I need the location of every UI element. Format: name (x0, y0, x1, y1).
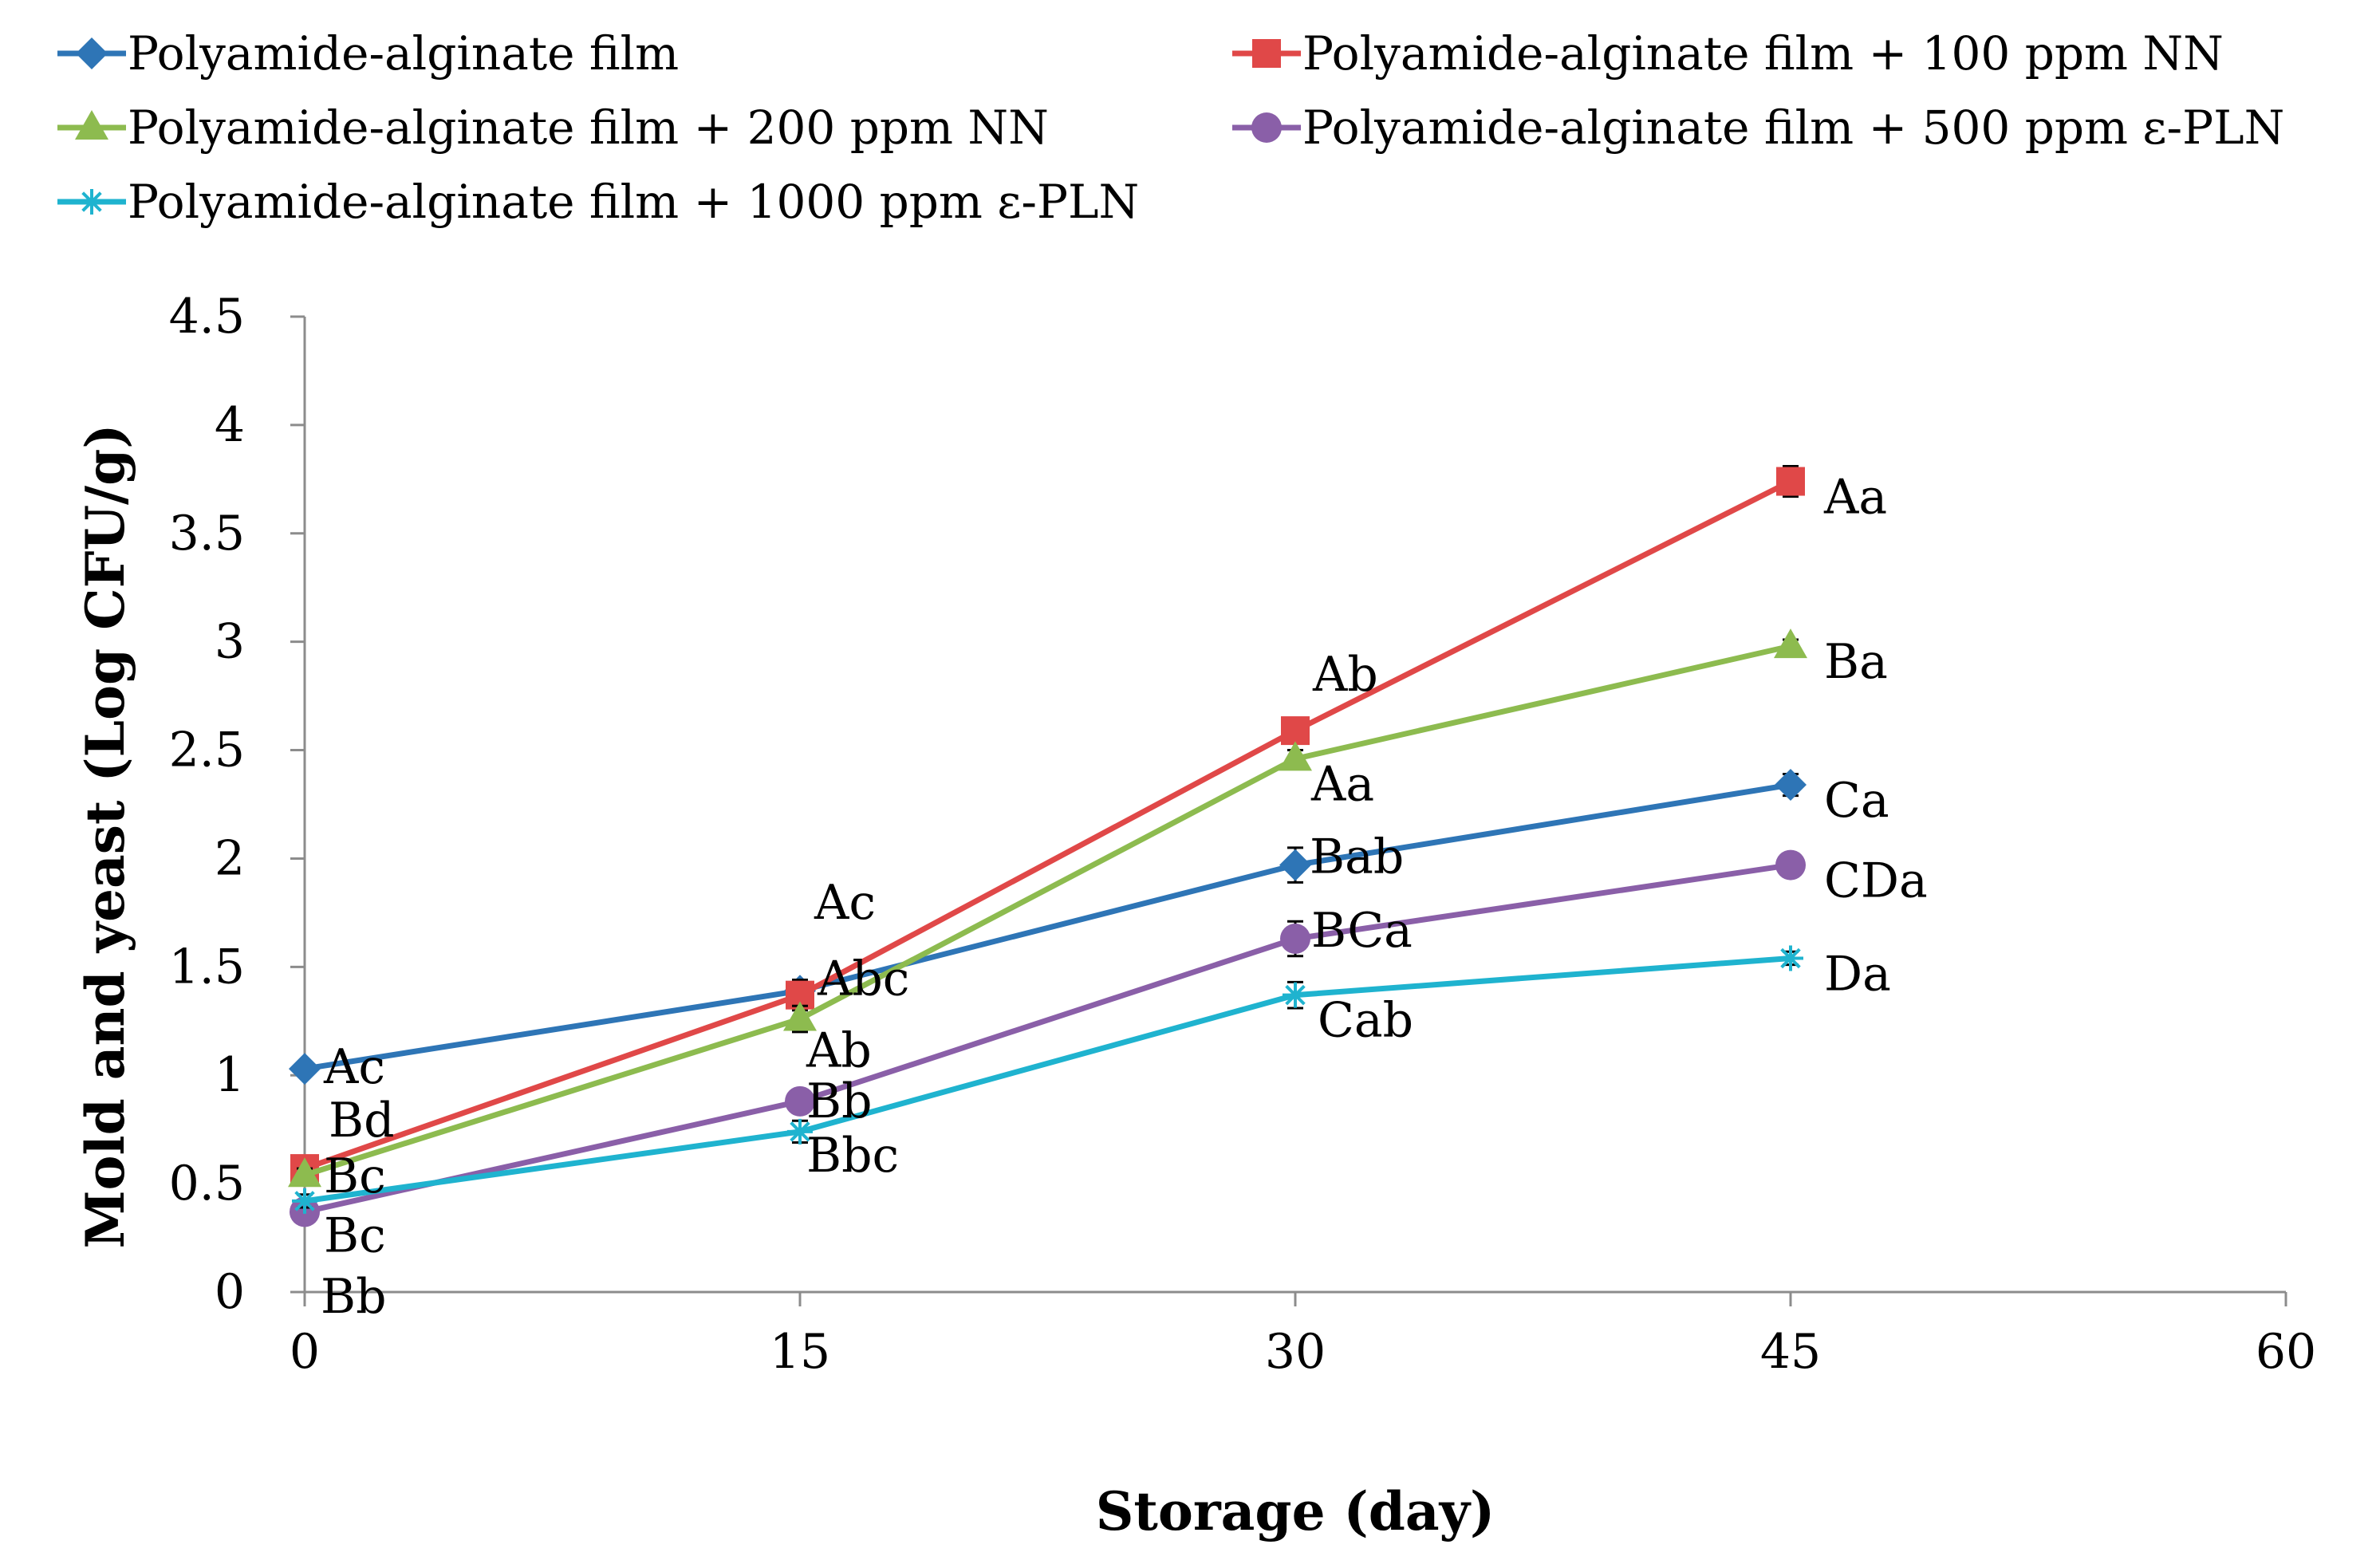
data-point (1774, 628, 1807, 659)
data-point (787, 1118, 813, 1144)
series-line (304, 955, 1791, 1204)
ticks: 0 15 30 45 60 0 0.5 1 1.5 2 2.5 3 3.5 4 4.5 (169, 289, 2317, 1380)
y-tick-label: 4 (215, 397, 245, 453)
legend-label: Polyamide-alginate film + 500 ppm ε-PLN (1302, 100, 2284, 155)
significance-label: Ab (806, 1023, 872, 1079)
legend-marker (1252, 39, 1281, 68)
legend-item: Polyamide-alginate film + 100 ppm NN (1232, 26, 2224, 81)
legend-marker (75, 110, 108, 140)
significance-label: Ac (814, 875, 876, 931)
significance-label: Ba (1824, 634, 1888, 690)
significance-label: Ca (1824, 773, 1889, 829)
significance-label: Aa (1823, 470, 1887, 526)
legend-marker (1251, 112, 1282, 143)
x-tick-label: 15 (770, 1324, 830, 1380)
star-stroke (1780, 947, 1801, 969)
legend-label: Polyamide-alginate film + 100 ppm NN (1302, 26, 2224, 81)
star-stroke (1285, 984, 1306, 1006)
data-point (1775, 849, 1806, 881)
x-tick-label: 45 (1760, 1324, 1821, 1380)
significance-label: Bab (1310, 829, 1404, 885)
data-point (785, 1085, 815, 1117)
series-layer (288, 465, 1807, 1227)
significance-label: Abc (817, 951, 909, 1007)
legend-label: Polyamide-alginate film (128, 26, 679, 81)
y-tick-label: 2.5 (169, 723, 245, 778)
y-tick-label: 4.5 (169, 289, 245, 345)
significance-label: Bb (806, 1074, 873, 1129)
data-point (289, 1053, 321, 1085)
legend-marker (79, 189, 104, 215)
legend-item: Polyamide-alginate film + 1000 ppm ε-PLN (57, 175, 1139, 229)
significance-label: CDa (1824, 853, 1928, 909)
significance-label: Bbc (806, 1128, 899, 1184)
series-line (303, 479, 1792, 1172)
series-5 (292, 945, 1803, 1214)
y-tick-label: 0 (215, 1264, 245, 1320)
significance-label: Da (1824, 946, 1891, 1002)
y-tick-label: 1.5 (169, 939, 245, 995)
star-stroke (790, 1121, 810, 1142)
significance-label: Bb (321, 1269, 387, 1325)
significance-label: Aa (1310, 756, 1374, 812)
star-stroke (81, 191, 102, 212)
y-tick-label: 2 (215, 830, 245, 886)
legend-marker (76, 37, 108, 69)
significance-label: Bc (324, 1208, 386, 1263)
y-tick-label: 3.5 (169, 506, 245, 561)
y-axis-title: Mold and yeast (Log CFU/g) (74, 424, 136, 1248)
data-point (1775, 769, 1807, 802)
significance-label: BCa (1311, 903, 1413, 959)
data-point (1279, 741, 1312, 771)
series-4 (290, 849, 1806, 1227)
data-point (1283, 982, 1308, 1008)
significance-label: Cab (1318, 993, 1413, 1049)
data-point (288, 1157, 321, 1188)
x-tick-label: 30 (1265, 1324, 1326, 1380)
data-point (1281, 716, 1310, 746)
legend-label: Polyamide-alginate film + 1000 ppm ε-PLN (128, 175, 1139, 229)
y-tick-label: 3 (215, 614, 245, 670)
significance-label: Bc (324, 1148, 386, 1204)
significance-label: Ac (323, 1039, 385, 1095)
y-tick-label: 0.5 (169, 1156, 245, 1211)
series-2 (290, 465, 1805, 1184)
legend-item: Polyamide-alginate film + 500 ppm ε-PLN (1232, 100, 2284, 155)
series-line (303, 643, 1791, 1178)
data-point (292, 1188, 317, 1214)
x-tick-label: 0 (290, 1324, 320, 1380)
data-point (1279, 849, 1311, 881)
x-tick-label: 60 (2256, 1324, 2316, 1380)
legend-item: Polyamide-alginate film + 200 ppm NN (57, 100, 1049, 155)
series-3 (288, 628, 1807, 1188)
legend: Polyamide-alginate film Polyamide-alginat… (57, 26, 2284, 229)
star-stroke (294, 1191, 315, 1211)
data-point (1280, 924, 1310, 955)
significance-label: Ab (1312, 647, 1378, 703)
significance-label: Bd (329, 1093, 395, 1148)
legend-label: Polyamide-alginate film + 200 ppm NN (128, 100, 1049, 155)
data-point (1776, 467, 1805, 496)
legend-item: Polyamide-alginate film (57, 26, 679, 81)
data-labels: AcAcBabCaBdAbcAbAaBcAbAaBaBcBbBCaCDaBbBb… (321, 470, 1928, 1325)
y-tick-label: 1 (215, 1047, 245, 1103)
x-axis-title: Storage (day) (1096, 1480, 1495, 1542)
series-line (304, 862, 1791, 1215)
series-1 (289, 769, 1807, 1085)
data-point (1778, 945, 1803, 971)
data-point (783, 1001, 817, 1031)
series-line (304, 782, 1791, 1072)
